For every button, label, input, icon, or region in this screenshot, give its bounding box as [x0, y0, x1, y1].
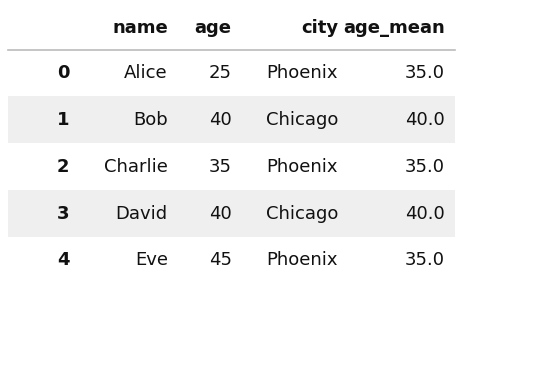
FancyBboxPatch shape: [8, 97, 455, 143]
Text: 1: 1: [57, 111, 69, 129]
Text: 35: 35: [209, 158, 232, 176]
Text: name: name: [112, 19, 168, 37]
Text: Eve: Eve: [135, 251, 168, 269]
Text: age_mean: age_mean: [343, 19, 445, 37]
FancyBboxPatch shape: [8, 237, 455, 284]
Text: 40.0: 40.0: [405, 111, 445, 129]
Text: Bob: Bob: [133, 111, 168, 129]
Text: 40: 40: [209, 111, 232, 129]
Text: Phoenix: Phoenix: [267, 64, 338, 82]
Text: 25: 25: [209, 64, 232, 82]
Text: 40: 40: [209, 205, 232, 223]
Text: 0: 0: [57, 64, 69, 82]
Text: David: David: [116, 205, 168, 223]
Text: Chicago: Chicago: [266, 111, 338, 129]
FancyBboxPatch shape: [8, 143, 455, 190]
FancyBboxPatch shape: [8, 50, 455, 97]
Text: 35.0: 35.0: [405, 64, 445, 82]
Text: Charlie: Charlie: [104, 158, 168, 176]
FancyBboxPatch shape: [8, 190, 455, 237]
Text: age: age: [195, 19, 232, 37]
Text: 2: 2: [57, 158, 69, 176]
Text: city: city: [301, 19, 338, 37]
Text: Phoenix: Phoenix: [267, 158, 338, 176]
Text: 3: 3: [57, 205, 69, 223]
Text: 45: 45: [209, 251, 232, 269]
Text: 4: 4: [57, 251, 69, 269]
Text: Alice: Alice: [124, 64, 168, 82]
Text: Chicago: Chicago: [266, 205, 338, 223]
Text: 35.0: 35.0: [405, 251, 445, 269]
Text: 40.0: 40.0: [405, 205, 445, 223]
Text: Phoenix: Phoenix: [267, 251, 338, 269]
FancyBboxPatch shape: [8, 6, 455, 50]
Text: 35.0: 35.0: [405, 158, 445, 176]
